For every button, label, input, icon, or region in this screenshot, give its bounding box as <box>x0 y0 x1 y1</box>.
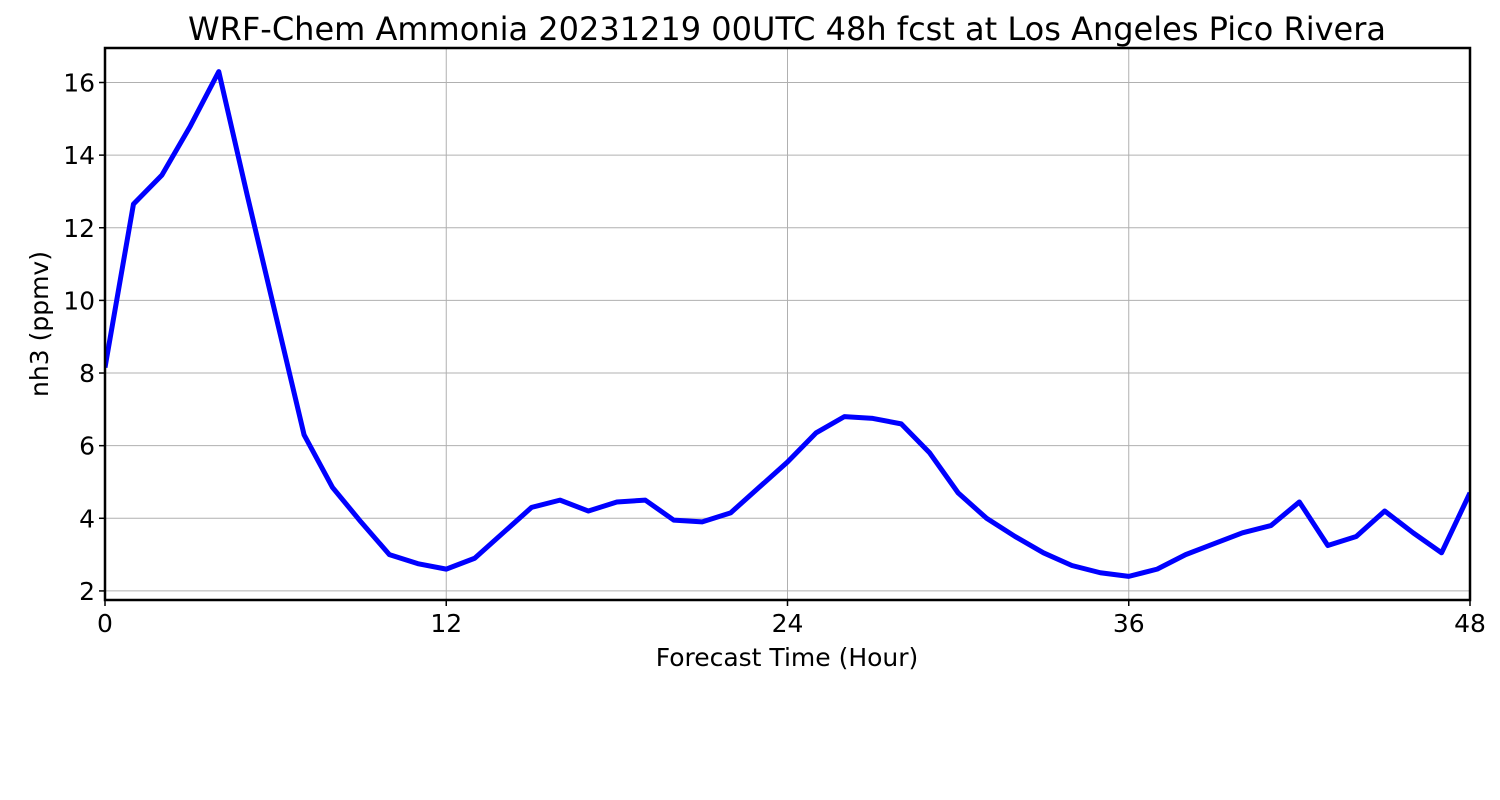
y-tick-label: 12 <box>63 214 95 243</box>
y-tick-label: 6 <box>79 432 95 461</box>
series-layer <box>105 69 1470 579</box>
y-tick-label: 4 <box>79 504 95 533</box>
chart-title: WRF-Chem Ammonia 20231219 00UTC 48h fcst… <box>188 10 1386 48</box>
y-axis-label: nh3 (ppmv) <box>25 251 54 397</box>
x-axis-label: Forecast Time (Hour) <box>656 643 919 672</box>
grid-lines <box>104 48 1471 600</box>
y-tick-label: 14 <box>63 141 95 170</box>
x-tick-label: 0 <box>97 609 113 638</box>
series-line <box>105 69 1470 579</box>
x-tick-label: 12 <box>430 609 462 638</box>
y-tick-label: 16 <box>63 69 95 98</box>
x-tick-label: 24 <box>772 609 804 638</box>
x-tick-label: 36 <box>1113 609 1145 638</box>
y-tick-label: 10 <box>63 286 95 315</box>
y-tick-label: 8 <box>79 359 95 388</box>
x-tick-label: 48 <box>1454 609 1486 638</box>
y-tick-label: 2 <box>79 577 95 606</box>
